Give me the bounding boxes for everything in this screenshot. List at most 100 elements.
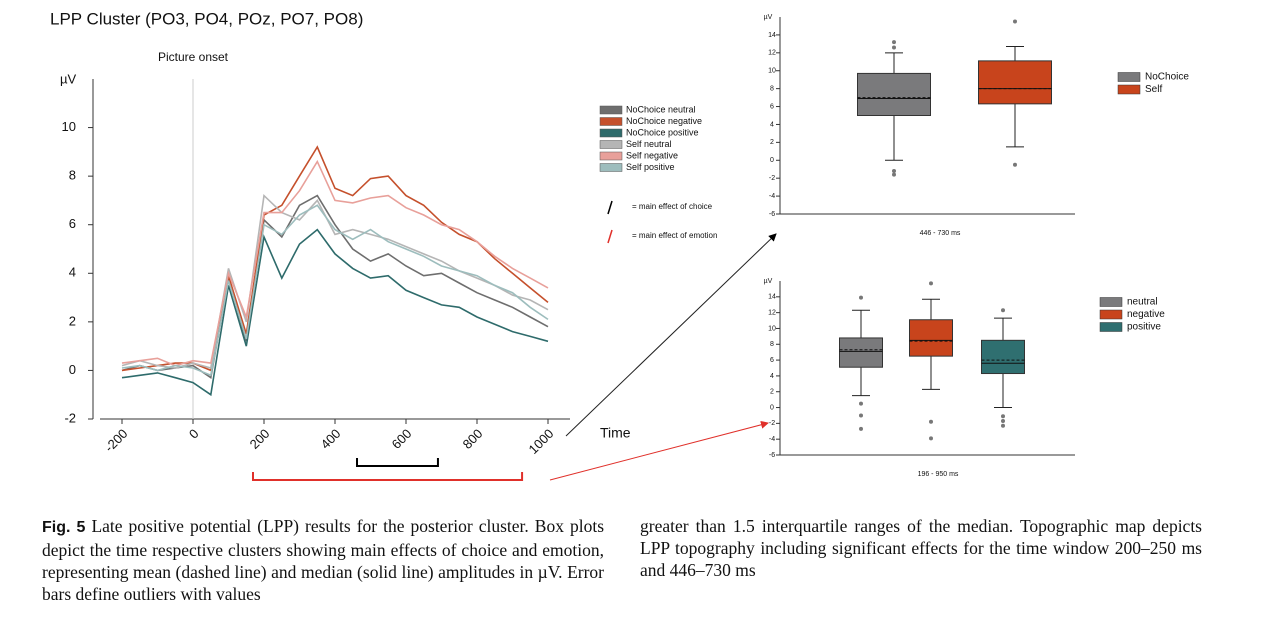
x-tick-label: 0 <box>186 426 202 442</box>
x-axis-label: 446 - 730 ms <box>920 230 961 237</box>
y-tick-label: 8 <box>770 341 774 348</box>
outlier <box>859 413 863 418</box>
box <box>909 319 953 357</box>
outlier <box>1001 423 1005 428</box>
y-tick-label: -2 <box>769 175 775 182</box>
legend-swatch <box>599 140 623 149</box>
y-tick-label: 10 <box>768 68 776 75</box>
y-tick-label: 6 <box>770 357 774 364</box>
legend-label: Self negative <box>626 150 678 160</box>
legend-label: = main effect of choice <box>632 202 713 211</box>
y-tick-label: 0 <box>770 157 774 164</box>
x-tick-label: 400 <box>318 426 344 452</box>
x-tick-label: 600 <box>389 426 415 452</box>
legend-swatch <box>599 163 623 172</box>
outlier <box>892 45 896 50</box>
y-tick-label: 2 <box>770 139 774 146</box>
box <box>978 60 1052 105</box>
y-tick-label: 12 <box>768 50 776 57</box>
y-tick-label: -4 <box>769 436 775 443</box>
x-tick-label: -200 <box>102 426 131 455</box>
legend-label: NoChoice positive <box>626 127 699 137</box>
legend-swatch <box>1117 84 1141 95</box>
legend-swatch <box>1099 322 1123 332</box>
outlier <box>1013 162 1017 167</box>
y-axis-label: µV <box>764 14 773 21</box>
legend-label: positive <box>1127 322 1161 333</box>
y-tick-label: 6 <box>770 103 774 110</box>
legend-swatch <box>599 128 623 138</box>
significance-bracket <box>356 458 439 467</box>
legend-swatch <box>599 117 623 126</box>
legend-glyph <box>607 229 613 244</box>
outlier <box>892 169 896 174</box>
caption-right: greater than 1.5 interquartile ranges of… <box>640 515 1202 581</box>
outlier <box>1001 308 1005 313</box>
caption-label: Fig. 5 <box>42 519 86 536</box>
arrow <box>549 420 769 481</box>
box <box>981 339 1025 375</box>
caption-text: Late positive potential (LPP) results fo… <box>42 516 605 604</box>
caption-text: greater than 1.5 interquartile ranges of… <box>640 516 1202 580</box>
arrow <box>565 233 777 437</box>
y-axis-label: µV <box>60 71 76 86</box>
y-tick-label: 10 <box>62 119 76 134</box>
outlier <box>859 295 863 300</box>
legend-label: Self neutral <box>626 139 672 149</box>
legend-label: NoChoice neutral <box>626 104 696 114</box>
y-tick-label: 8 <box>69 168 76 183</box>
box <box>857 72 931 116</box>
x-axis-label: 196 - 950 ms <box>918 471 959 478</box>
y-tick-label: 12 <box>768 309 776 316</box>
outlier <box>1001 418 1005 423</box>
y-tick-label: 14 <box>768 294 776 301</box>
x-axis-label: Time <box>600 425 631 441</box>
legend-label: NoChoice <box>1145 72 1189 83</box>
outlier <box>1001 414 1005 419</box>
legend-label: neutral <box>1127 297 1158 308</box>
y-tick-label: 2 <box>69 313 76 328</box>
line-series <box>121 204 549 377</box>
legend-label: Self <box>1145 84 1162 95</box>
legend-label: = main effect of emotion <box>632 231 717 240</box>
x-tick-label: 800 <box>460 426 486 452</box>
box <box>839 337 883 368</box>
legend-swatch <box>1099 297 1123 307</box>
y-tick-label: -6 <box>769 452 775 459</box>
y-tick-label: -6 <box>769 211 775 218</box>
legend-swatch <box>1099 309 1123 320</box>
significance-bracket <box>251 472 524 481</box>
annotation: Picture onset <box>158 50 229 64</box>
line-series <box>121 228 549 397</box>
y-tick-label: 10 <box>768 325 776 332</box>
legend-glyph <box>607 200 613 215</box>
y-tick-label: 4 <box>770 121 774 128</box>
y-tick-label: -2 <box>64 410 76 425</box>
outlier <box>892 172 896 177</box>
caption-left: Fig. 5 Late positive potential (LPP) res… <box>42 515 604 605</box>
y-tick-label: 4 <box>69 265 76 280</box>
outlier <box>859 426 863 431</box>
chart-title: LPP Cluster (PO3, PO4, POz, PO7, PO8) <box>50 9 363 28</box>
y-tick-label: 8 <box>770 85 774 92</box>
outlier <box>892 40 896 45</box>
line-series <box>121 193 549 370</box>
y-tick-label: 14 <box>768 32 776 39</box>
line-series <box>121 159 549 367</box>
y-tick-label: 0 <box>770 404 774 411</box>
x-tick-label: 200 <box>247 426 273 452</box>
y-tick-label: -4 <box>769 193 775 200</box>
y-tick-label: 6 <box>69 216 76 231</box>
outlier <box>859 401 863 406</box>
outlier <box>929 436 933 441</box>
legend-label: negative <box>1127 309 1165 320</box>
legend-label: Self positive <box>626 162 675 172</box>
figure: LPP Cluster (PO3, PO4, POz, PO7, PO8) µV T… <box>50 9 1189 481</box>
y-tick-label: 2 <box>770 389 774 396</box>
legend-swatch <box>599 105 623 115</box>
outlier <box>929 419 933 424</box>
y-tick-label: 0 <box>69 362 76 377</box>
line-series <box>121 145 549 372</box>
outlier <box>1013 19 1017 24</box>
